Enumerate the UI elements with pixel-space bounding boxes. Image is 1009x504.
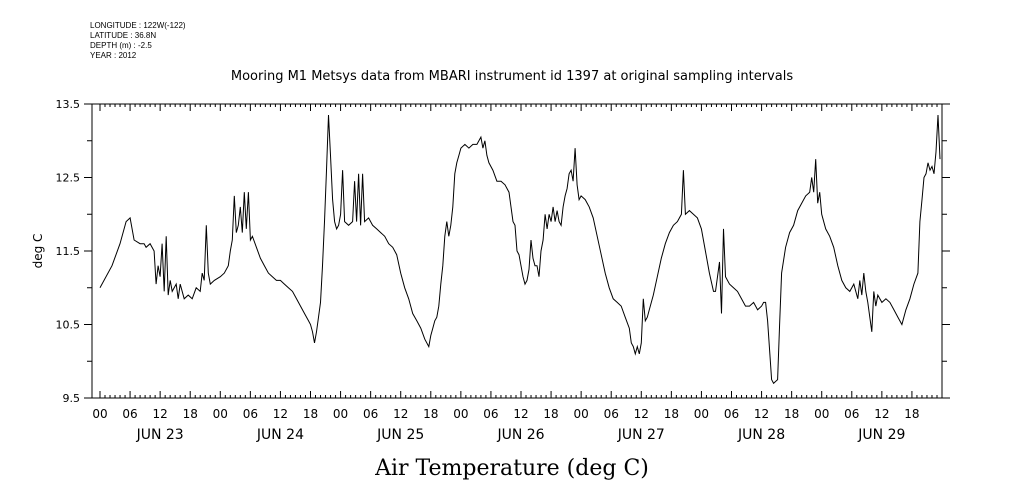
- y-tick-label: 9.5: [63, 392, 81, 405]
- x-date-label: JUN 23: [136, 427, 184, 443]
- y-axis: 9.5 10.5 11.5 12.5 13.5: [56, 98, 950, 405]
- x-date-label: JUN 27: [617, 427, 665, 443]
- x-date-label: JUN 25: [376, 427, 424, 443]
- x-tick-label: 06: [483, 407, 498, 421]
- metadata-block: LONGITUDE : 122W(-122) LATITUDE : 36.8N …: [90, 21, 186, 61]
- x-tick-label: 00: [333, 407, 348, 421]
- x-date-label: JUN 24: [256, 427, 304, 443]
- x-tick-label: 18: [423, 407, 438, 421]
- longitude-text: LONGITUDE : 122W(-122): [90, 21, 186, 30]
- x-tick-label: 06: [724, 407, 739, 421]
- chart-title: Mooring M1 Metsys data from MBARI instru…: [231, 69, 793, 84]
- x-tick-label: 06: [844, 407, 859, 421]
- x-tick-label: 18: [303, 407, 318, 421]
- x-axis-label: Air Temperature (deg C): [374, 456, 649, 481]
- series-line-air-temperature: [99, 114, 941, 385]
- x-tick-label: 06: [243, 407, 258, 421]
- x-tick-label: 06: [122, 407, 137, 421]
- x-tick-label: 12: [393, 407, 408, 421]
- latitude-text: LATITUDE : 36.8N: [90, 31, 157, 40]
- x-tick-label: 12: [273, 407, 288, 421]
- x-tick-label: 18: [183, 407, 198, 421]
- x-tick-label: 12: [754, 407, 769, 421]
- x-tick-label: 12: [153, 407, 168, 421]
- x-tick-label: 00: [453, 407, 468, 421]
- depth-text: DEPTH (m) : -2.5: [90, 41, 152, 50]
- x-tick-label: 06: [604, 407, 619, 421]
- x-date-label: JUN 28: [737, 427, 785, 443]
- x-tick-label: 18: [543, 407, 558, 421]
- x-tick-label: 00: [814, 407, 829, 421]
- y-tick-label: 13.5: [56, 98, 81, 111]
- x-tick-label: 18: [904, 407, 919, 421]
- x-tick-label: 00: [574, 407, 589, 421]
- y-tick-label: 12.5: [56, 172, 81, 185]
- x-tick-label: 18: [784, 407, 799, 421]
- x-tick-label: 00: [92, 407, 107, 421]
- x-tick-label: 00: [694, 407, 709, 421]
- x-tick-label: 18: [664, 407, 679, 421]
- x-date-label: JUN 29: [857, 427, 905, 443]
- x-date-label: JUN 26: [496, 427, 544, 443]
- x-tick-label: 12: [634, 407, 649, 421]
- year-text: YEAR : 2012: [90, 51, 137, 60]
- x-tick-label: 00: [213, 407, 228, 421]
- x-axis: 00 06 12 18 00 06 12 18 00 06 12 18 00 06 12 18 00 06 12 18…: [92, 104, 943, 443]
- x-tick-label: 12: [513, 407, 528, 421]
- x-tick-label: 06: [363, 407, 378, 421]
- y-tick-label: 10.5: [56, 319, 81, 332]
- y-tick-label: 11.5: [56, 245, 81, 258]
- y-axis-label: deg C: [31, 234, 45, 269]
- x-tick-label: 12: [874, 407, 889, 421]
